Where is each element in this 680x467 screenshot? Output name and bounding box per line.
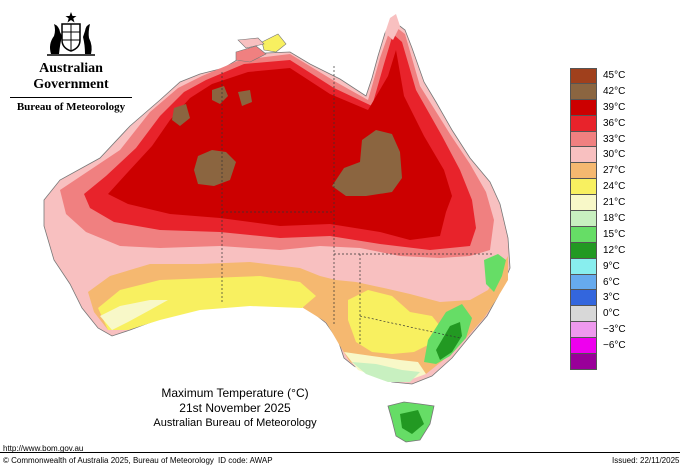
legend-row: 15°C — [570, 226, 646, 243]
map-caption: Maximum Temperature (°C) 21st November 2… — [120, 386, 350, 431]
band-24-27 — [98, 276, 316, 330]
legend-label: 15°C — [603, 228, 626, 240]
bureau-name: Bureau of Meteorology — [16, 101, 126, 113]
legend-label: 27°C — [603, 165, 626, 177]
legend-swatch — [570, 83, 597, 100]
legend-label: 21°C — [603, 197, 626, 209]
legend-swatch — [570, 226, 597, 243]
legend-row — [570, 354, 646, 370]
legend-row: 39°C — [570, 99, 646, 116]
legend-row: 21°C — [570, 195, 646, 212]
patch-42-45-b — [194, 150, 236, 186]
band-12-15 — [436, 322, 462, 360]
arnhem-pink — [235, 45, 267, 63]
tasmania-cool — [400, 410, 424, 434]
legend-row: −3°C — [570, 322, 646, 339]
legend-swatch — [570, 258, 597, 275]
gov-name: Australian Government — [33, 61, 109, 92]
band-21-24-b — [100, 300, 168, 330]
legend-label: −3°C — [603, 324, 626, 336]
footer-id-code: ID code: AWAP — [218, 456, 273, 465]
legend-swatch — [570, 322, 597, 339]
legend-row: 42°C — [570, 83, 646, 100]
patch-42-45-d — [212, 86, 228, 104]
legend-swatch — [570, 147, 597, 164]
legend-label: 24°C — [603, 181, 626, 193]
legend-label: 33°C — [603, 133, 626, 145]
map-date: 21st November 2025 — [179, 401, 291, 415]
legend-row: 6°C — [570, 274, 646, 291]
legend-swatch — [570, 306, 597, 323]
state-borders — [221, 66, 492, 346]
legend-row: 36°C — [570, 115, 646, 132]
logo-divider — [10, 97, 132, 98]
legend-label: 45°C — [603, 70, 626, 81]
legend-swatch — [570, 274, 597, 291]
legend-label: 12°C — [603, 244, 626, 256]
legend-swatch — [570, 338, 597, 355]
gov-logo: Australian Government Bureau of Meteorol… — [8, 10, 134, 114]
legend-swatch — [570, 242, 597, 259]
legend-label: 3°C — [603, 292, 620, 304]
legend-row: 9°C — [570, 258, 646, 275]
coat-of-arms-icon — [47, 12, 95, 56]
legend-row: 18°C — [570, 211, 646, 227]
legend-swatch — [570, 290, 597, 307]
legend-swatch — [570, 179, 597, 196]
arnhem-yellow — [261, 33, 287, 53]
legend-label: 39°C — [603, 101, 626, 113]
legend-label: 9°C — [603, 260, 620, 272]
legend-label: −6°C — [603, 340, 626, 352]
legend-row: 45°C — [570, 68, 646, 84]
band-39-42 — [108, 50, 452, 240]
legend-row: 24°C — [570, 179, 646, 196]
legend-label: 42°C — [603, 85, 626, 97]
cape-york-tip — [385, 14, 400, 40]
legend-row: 30°C — [570, 147, 646, 164]
legend-swatch — [570, 68, 597, 84]
patch-42-45-a — [332, 130, 402, 196]
map-source: Australian Bureau of Meteorology — [153, 417, 317, 429]
legend-row: 12°C — [570, 242, 646, 259]
footer-issued: Issued: 22/11/2025 — [612, 456, 680, 465]
band-18-21 — [352, 362, 420, 382]
east-coast-green — [484, 254, 506, 292]
legend-row: 27°C — [570, 163, 646, 180]
melville-island — [237, 37, 265, 49]
map-title: Maximum Temperature (°C) — [161, 386, 309, 400]
legend-row: 3°C — [570, 290, 646, 307]
footer-copyright: © Commonwealth of Australia 2025, Bureau… — [3, 456, 214, 465]
legend-swatch — [570, 211, 597, 227]
legend-label: 6°C — [603, 276, 620, 288]
legend-swatch — [570, 115, 597, 132]
legend-label: 0°C — [603, 308, 620, 320]
legend-label: 36°C — [603, 117, 626, 129]
legend-row: 33°C — [570, 131, 646, 148]
legend-swatch — [570, 163, 597, 180]
footer-divider — [0, 452, 680, 453]
legend-label: 18°C — [603, 213, 626, 225]
footer-url[interactable]: http://www.bom.gov.au — [3, 444, 84, 453]
legend-row: 0°C — [570, 306, 646, 323]
legend-row: −6°C — [570, 338, 646, 355]
legend-label: 30°C — [603, 149, 626, 161]
color-legend: 45°C 42°C 39°C 36°C 33°C 30°C 27°C 24°C 21°C 18°C… — [570, 68, 646, 370]
legend-swatch — [570, 195, 597, 212]
legend-swatch — [570, 131, 597, 148]
legend-swatch — [570, 99, 597, 116]
patch-42-45-e — [238, 90, 252, 106]
legend-swatch — [570, 354, 597, 370]
band-24-27-b — [348, 290, 440, 354]
patch-42-45-c — [172, 104, 190, 126]
